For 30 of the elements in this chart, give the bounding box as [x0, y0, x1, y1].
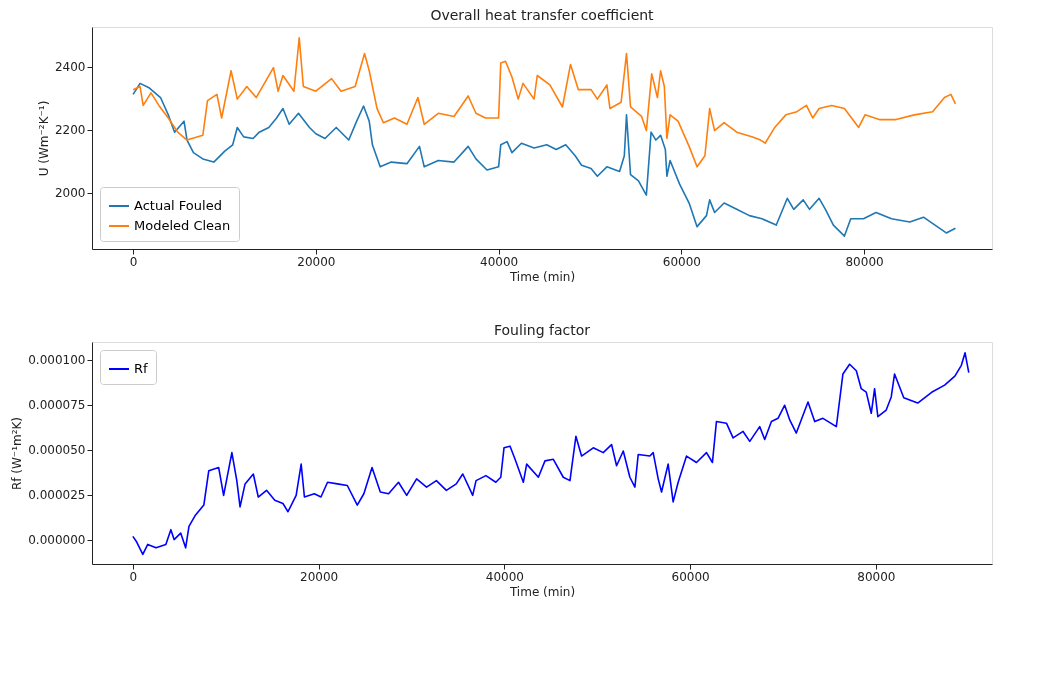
x-tick-label: 0 — [129, 569, 138, 584]
y-tick-label: 2400 — [54, 60, 86, 75]
x-tick-label: 20000 — [297, 254, 336, 269]
legend-label: Rf — [134, 361, 149, 376]
y-tick-label: 0.000000 — [28, 533, 86, 548]
line-series — [132, 82, 957, 237]
y-axis-title: Rf (W⁻¹m²K) — [10, 416, 25, 491]
y-tick-label: 2000 — [54, 186, 86, 201]
y-tick-label: 2200 — [54, 123, 86, 138]
y-axis-title: U (Wm⁻²K⁻¹) — [36, 100, 51, 177]
x-tick-label: 60000 — [662, 254, 701, 269]
x-tick-label: 80000 — [845, 254, 884, 269]
chart-title: Fouling factor — [494, 322, 591, 338]
chart-title: Overall heat transfer coefficient — [430, 7, 655, 23]
y-tick-label: 0.000025 — [28, 488, 86, 503]
y-tick-label: 0.000050 — [28, 443, 86, 458]
y-tick-label: 0.000075 — [28, 398, 86, 413]
legend-label: Modeled Clean — [134, 218, 231, 233]
x-tick-label: 60000 — [671, 569, 710, 584]
x-tick-label: 40000 — [485, 569, 524, 584]
y-tick-label: 0.000100 — [28, 353, 86, 368]
line-series — [132, 36, 957, 168]
legend-label: Actual Fouled — [134, 198, 222, 213]
line-series — [132, 351, 970, 556]
x-tick-label: 0 — [129, 254, 138, 269]
x-axis-title: Time (min) — [508, 269, 576, 284]
x-tick-label: 20000 — [300, 569, 339, 584]
x-axis-title: Time (min) — [508, 584, 576, 599]
x-tick-label: 40000 — [480, 254, 519, 269]
x-tick-label: 80000 — [857, 569, 896, 584]
